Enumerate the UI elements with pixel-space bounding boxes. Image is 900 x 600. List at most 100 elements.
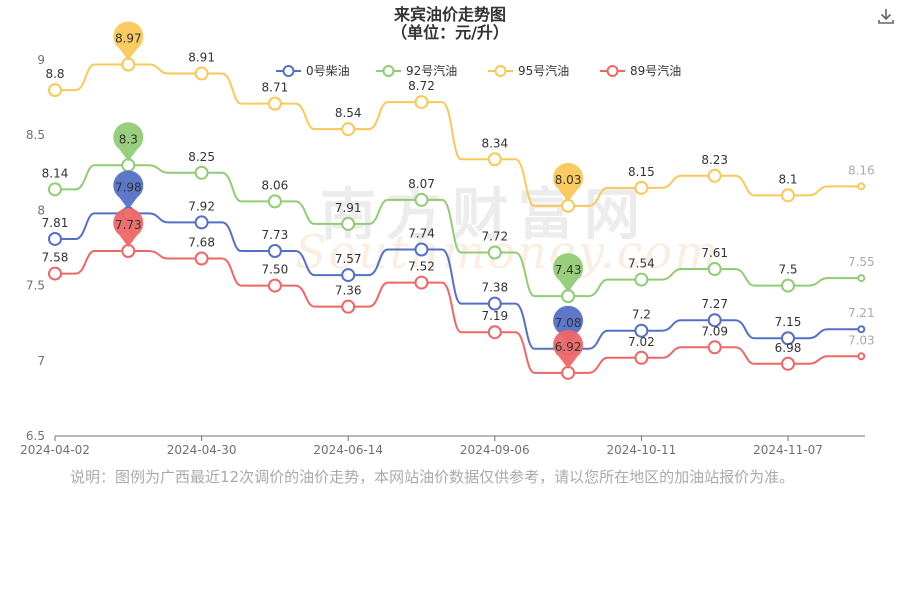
legend-item[interactable]: 0号柴油 — [276, 64, 350, 78]
data-label: 7.09 — [701, 324, 728, 338]
data-label: 7.54 — [628, 257, 655, 271]
data-point — [48, 266, 62, 281]
legend-item[interactable]: 92号汽油 — [376, 63, 457, 78]
data-point — [487, 325, 502, 340]
data-label: 8.07 — [408, 177, 435, 191]
data-point — [857, 352, 866, 361]
data-label: 8.1 — [778, 172, 797, 186]
data-point — [707, 262, 722, 277]
data-label: 7.58 — [42, 251, 69, 265]
data-point — [194, 66, 209, 81]
x-tick-label: 2024-04-30 — [167, 443, 237, 457]
max-pin-label: 7.73 — [115, 218, 142, 232]
legend-label: 92号汽油 — [406, 63, 457, 78]
data-point — [48, 182, 62, 197]
series-layer — [48, 57, 866, 380]
x-tick-label: 2024-09-06 — [460, 443, 530, 457]
x-tick-label: 2024-10-11 — [607, 443, 677, 457]
data-point — [487, 296, 502, 311]
data-point — [781, 278, 795, 293]
data-point — [267, 194, 282, 209]
data-point — [707, 340, 722, 355]
data-label: 7.2 — [632, 308, 651, 322]
data-label: 8.23 — [701, 153, 728, 167]
max-pin: 7.98 — [113, 170, 144, 210]
labels-layer: 7.81 7.92 7.73 7.57 7.74 7.38 7.2 7.27 7.15 7.21 8… — [42, 51, 875, 355]
data-label: 7.36 — [335, 284, 362, 298]
data-point — [267, 96, 282, 111]
data-label: 7.91 — [335, 201, 362, 215]
data-point — [857, 274, 866, 283]
min-pin-shape — [553, 305, 584, 345]
data-point — [341, 268, 356, 283]
min-pin-label: 8.03 — [555, 173, 582, 187]
max-pin-label: 8.97 — [115, 32, 142, 46]
data-point — [414, 95, 429, 110]
data-point — [194, 215, 209, 230]
data-point — [781, 356, 795, 371]
data-label: 8.16 — [848, 163, 875, 177]
legend-marker — [606, 65, 619, 77]
data-label: 7.72 — [481, 230, 508, 244]
data-label: 7.74 — [408, 227, 435, 241]
chart-subtitle: （单位：元/升） — [391, 23, 509, 42]
chart-title: 来宾油价走势图 — [393, 5, 506, 24]
data-point — [267, 244, 282, 259]
legend-marker — [282, 65, 295, 77]
legend-label: 0号柴油 — [306, 64, 350, 78]
pins-layer: 7.98 7.08 8.3 7.43 8.97 8.03 7.73 6.92 — [113, 21, 584, 369]
legend-label: 95号汽油 — [518, 63, 569, 78]
min-pin-label: 7.43 — [555, 263, 582, 277]
data-label: 7.5 — [778, 263, 797, 277]
data-label: 8.54 — [335, 106, 362, 120]
data-point — [857, 182, 866, 191]
max-pin-shape — [113, 122, 144, 162]
data-label: 8.06 — [262, 178, 289, 192]
data-point — [634, 350, 649, 365]
data-point — [48, 231, 62, 246]
data-label: 7.61 — [701, 246, 728, 260]
data-point — [341, 299, 356, 314]
min-pin-label: 7.08 — [555, 316, 582, 330]
data-point — [414, 192, 429, 207]
y-tick-label: 7.5 — [26, 279, 45, 293]
footnote: 说明：图例为广西最近12次调价的油价走势，本网站油价数据仅供参考，请以您所在地区… — [70, 468, 795, 486]
max-pin: 7.73 — [113, 208, 144, 248]
data-label: 7.68 — [188, 236, 215, 250]
data-point — [194, 165, 209, 180]
data-point — [414, 242, 429, 257]
max-pin-shape — [113, 170, 144, 210]
data-point — [48, 83, 62, 98]
x-tick-label: 2024-11-07 — [753, 443, 823, 457]
data-point — [341, 122, 356, 137]
max-pin-label: 8.3 — [119, 132, 138, 146]
data-point — [487, 152, 502, 167]
data-point — [194, 251, 209, 266]
legend-marker — [382, 65, 395, 77]
min-pin-label: 6.92 — [555, 340, 582, 354]
data-label: 7.73 — [262, 228, 289, 242]
legend-item[interactable]: 89号汽油 — [600, 63, 681, 78]
legend[interactable]: 0号柴油 92号汽油 95号汽油 89号汽油 — [276, 63, 681, 78]
min-pin-shape — [553, 253, 584, 293]
data-label: 7.55 — [848, 255, 875, 269]
data-label: 8.72 — [408, 79, 435, 93]
data-label: 7.27 — [701, 297, 728, 311]
max-pin-label: 7.98 — [115, 180, 142, 194]
data-point — [634, 180, 649, 195]
data-label: 6.98 — [775, 341, 802, 355]
data-point — [707, 168, 722, 183]
data-label: 7.03 — [848, 333, 875, 347]
series-line — [55, 164, 862, 298]
min-pin: 7.08 — [553, 305, 584, 345]
legend-marker — [494, 65, 507, 77]
data-point — [267, 278, 282, 293]
data-point — [634, 272, 649, 287]
legend-item[interactable]: 95号汽油 — [488, 63, 569, 78]
data-label: 7.19 — [481, 309, 508, 323]
max-pin: 8.3 — [113, 122, 144, 162]
data-label: 7.02 — [628, 335, 655, 349]
data-label: 7.50 — [262, 263, 289, 277]
download-icon[interactable] — [876, 6, 896, 26]
